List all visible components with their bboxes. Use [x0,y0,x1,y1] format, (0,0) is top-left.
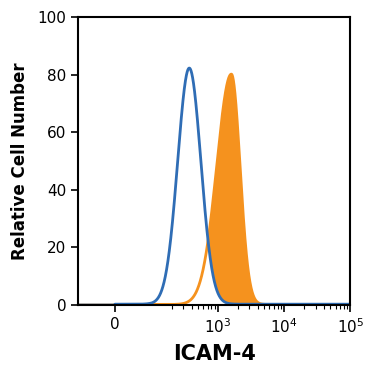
X-axis label: ICAM-4: ICAM-4 [173,344,256,364]
Y-axis label: Relative Cell Number: Relative Cell Number [11,62,29,260]
